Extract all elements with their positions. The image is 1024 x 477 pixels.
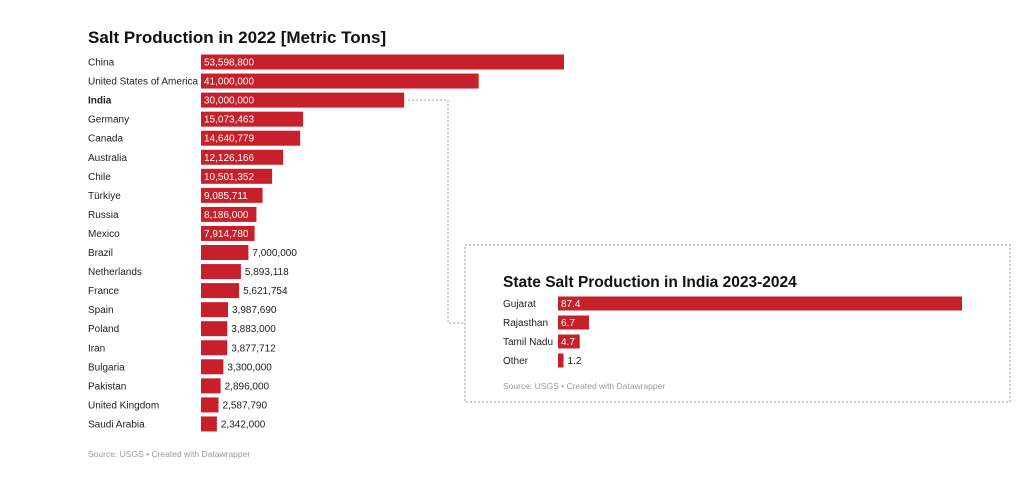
value-label-iran: 3,877,712 (231, 343, 276, 354)
bar-united-kingdom (201, 397, 219, 413)
category-label-canada: Canada (88, 134, 123, 145)
bar-china (201, 54, 564, 70)
category-label-germany: Germany (88, 115, 129, 126)
category-label-australia: Australia (88, 153, 127, 164)
bar-brazil (201, 245, 249, 260)
inset-chart-border (464, 244, 1011, 403)
category-label-spain: Spain (88, 305, 114, 316)
bar-netherlands (201, 264, 241, 280)
bar-t-rkiye (201, 187, 263, 203)
value-label-germany: 15,073,463 (204, 115, 254, 126)
category-label-other: Other (503, 356, 529, 367)
india-connector-line (408, 99, 465, 324)
bar-canada (201, 130, 301, 146)
value-label-saudi-arabia: 2,342,000 (221, 419, 266, 430)
bar-mexico (201, 225, 255, 241)
value-label-spain: 3,987,690 (232, 305, 277, 316)
category-label-brazil: Brazil (88, 248, 113, 259)
category-label-netherlands: Netherlands (88, 267, 142, 278)
value-label-australia: 12,126,166 (204, 153, 254, 164)
value-label-chile: 10,501,352 (204, 172, 254, 183)
value-label-united-kingdom: 2,587,790 (223, 400, 268, 411)
category-label-china: China (88, 58, 115, 69)
main-source-note: Source: USGS • Created with Datawrapper (88, 449, 250, 459)
category-label-poland: Poland (88, 324, 119, 335)
category-label-mexico: Mexico (88, 229, 120, 240)
category-label-saudi-arabia: Saudi Arabia (88, 419, 145, 430)
bar-rajasthan (558, 315, 589, 330)
category-label-bulgaria: Bulgaria (88, 362, 125, 373)
value-label-tamil-nadu: 4.7 (561, 337, 575, 348)
value-label-other: 1.2 (568, 356, 582, 367)
value-label-pakistan: 2,896,000 (225, 381, 270, 392)
bar-other (558, 353, 564, 368)
bar-france (201, 283, 240, 299)
bar-poland (201, 321, 228, 337)
category-label-france: France (88, 286, 120, 297)
bar-pakistan (201, 378, 221, 394)
bar-bulgaria (201, 359, 224, 375)
value-label-gujarat: 87.4 (561, 299, 581, 310)
category-label-russia: Russia (88, 210, 119, 221)
bar-iran (201, 340, 228, 356)
category-label-united-kingdom: United Kingdom (88, 400, 159, 411)
value-label-mexico: 7,914,780 (204, 229, 249, 240)
bar-germany (201, 111, 304, 127)
value-label-united-states-of-america: 41,000,000 (204, 77, 254, 88)
bar-australia (201, 149, 284, 165)
bar-gujarat (558, 296, 962, 311)
bar-india (201, 92, 405, 108)
value-label-russia: 8,186,000 (204, 210, 249, 221)
category-label-pakistan: Pakistan (88, 381, 126, 392)
main-bars-group: China 53,598,800 United States of America 4… (88, 54, 564, 432)
inset-chart-title: State Salt Production in India 2023-2024 (503, 274, 797, 291)
value-label-t-rkiye: 9,085,711 (204, 191, 248, 202)
main-chart-title: Salt Production in 2022 [Metric Tons] (88, 28, 386, 47)
value-label-brazil: 7,000,000 (252, 248, 297, 259)
inset-bars-group: Gujarat 87.4 Rajasthan 6.7 Tamil Nadu 4.7 Othe… (503, 296, 962, 368)
value-label-netherlands: 5,893,118 (245, 267, 289, 278)
bar-spain (201, 302, 229, 318)
category-label-gujarat: Gujarat (503, 299, 536, 310)
category-label-tamil-nadu: Tamil Nadu (503, 337, 553, 348)
bar-chile (201, 168, 273, 184)
value-label-rajasthan: 6.7 (561, 318, 575, 329)
value-label-france: 5,621,754 (243, 286, 288, 297)
bar-tamil-nadu (558, 334, 580, 349)
category-label-iran: Iran (88, 343, 105, 354)
bar-saudi-arabia (201, 416, 217, 432)
category-label-india: India (88, 96, 112, 107)
category-label-t-rkiye: Türkiye (88, 191, 121, 202)
value-label-bulgaria: 3,300,000 (227, 362, 272, 373)
bar-russia (201, 206, 257, 222)
value-label-india: 30,000,000 (204, 96, 254, 107)
inset-source-note: Source: USGS • Created with Datawrapper (503, 381, 665, 391)
value-label-canada: 14,640,779 (204, 134, 254, 145)
category-label-united-states-of-america: United States of America (88, 77, 198, 88)
category-label-rajasthan: Rajasthan (503, 318, 548, 329)
bar-united-states-of-america (201, 73, 479, 89)
value-label-poland: 3,883,000 (231, 324, 276, 335)
category-label-chile: Chile (88, 172, 111, 183)
value-label-china: 53,598,800 (204, 58, 254, 69)
